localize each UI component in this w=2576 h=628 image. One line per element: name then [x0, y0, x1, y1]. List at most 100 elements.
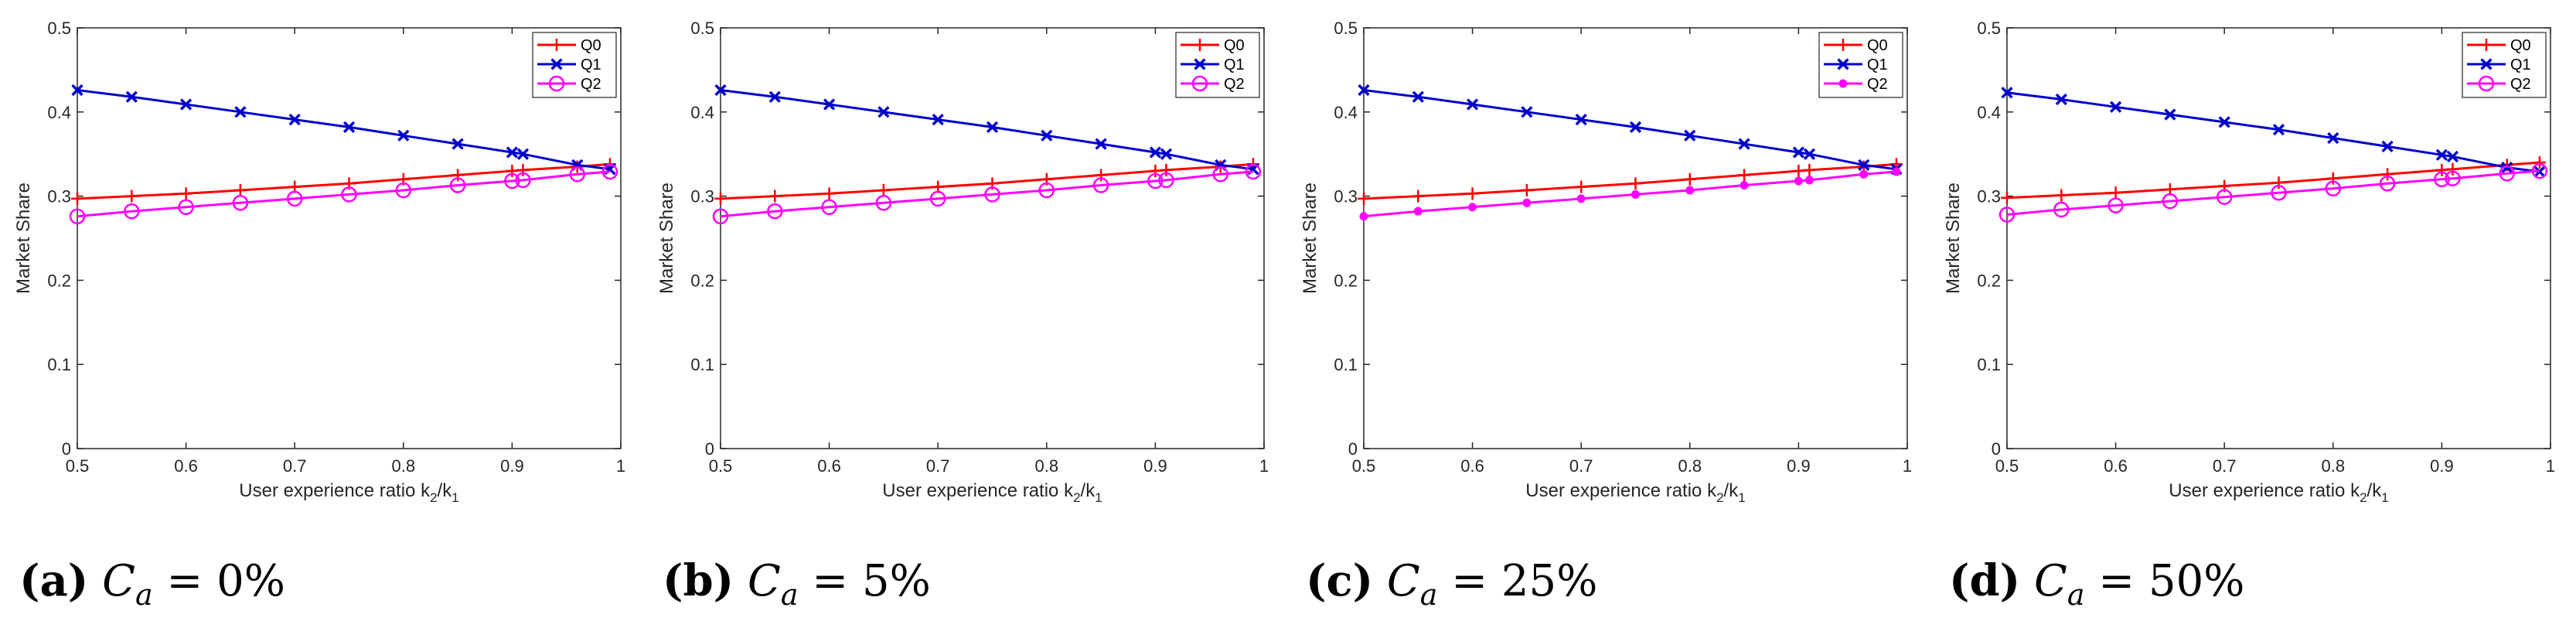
data-point-q1-b [1738, 138, 1750, 150]
data-point-q1-b [2381, 140, 2394, 153]
legend: Q0 Q1 Q2 [532, 32, 617, 98]
data-point-q2 [2434, 171, 2450, 188]
data-point-q2 [178, 199, 194, 215]
plot-area [77, 27, 622, 449]
data-point-q0 [1466, 187, 1479, 200]
data-point-q1 [2381, 140, 2394, 153]
y-tick-label: 0.5 [1977, 19, 2001, 38]
y-tick-label: 0.3 [47, 187, 71, 206]
data-point-q1-b [1466, 98, 1479, 111]
data-point-q1 [2446, 150, 2459, 163]
data-point-q0 [516, 163, 530, 176]
legend-marker-q1 [1194, 58, 1206, 70]
series-q1 [1358, 84, 1903, 176]
data-point-q1 [1575, 113, 1587, 126]
y-tick-label: 0 [1992, 439, 2001, 459]
series-line-q1 [2006, 91, 2540, 173]
legend-marker-q1-b [550, 58, 563, 70]
data-point-q1 [714, 84, 727, 97]
data-point-q1-b [2001, 87, 2013, 99]
data-point-q2 [232, 195, 249, 211]
y-tick-label: 0.5 [47, 19, 71, 38]
data-point-q1-b [2327, 131, 2339, 145]
series-line-q2 [2006, 169, 2540, 216]
y-tick-label: 0.1 [690, 355, 714, 374]
data-point-q1 [2001, 87, 2013, 99]
x-tick-label: 0.5 [709, 456, 733, 476]
y-tick-label: 0.2 [690, 271, 714, 290]
data-point-q1-b [932, 113, 944, 126]
series-line-q0 [2006, 161, 2540, 200]
data-point-q2 [1092, 177, 1109, 193]
data-point-q2 [286, 190, 303, 207]
x-tick-label: 0.7 [1569, 456, 1593, 476]
series-q0 [714, 158, 1259, 205]
data-point-q1 [179, 98, 193, 111]
data-point-q0 [451, 169, 465, 182]
data-point-q1-b [823, 98, 836, 111]
data-point-q1-b [714, 84, 727, 97]
x-tick-label: 0.7 [926, 456, 950, 476]
data-point-q2 [1158, 172, 1174, 189]
data-point-q2 [601, 163, 618, 180]
legend-label-q0: Q0 [1867, 37, 1888, 54]
x-tick-label: 0.8 [1035, 456, 1059, 476]
series-q0 [1358, 158, 1903, 205]
chart-panel-4: 0 0.1 0.2 0.3 0.4 0.5 0.5 0.6 0.7 0.8 0.9 1 User exp… [1943, 19, 2555, 612]
data-point-q1 [2164, 108, 2176, 121]
x-tick-label: 0.9 [500, 456, 524, 476]
data-point-q2 [124, 203, 140, 220]
legend-label-q0: Q0 [581, 37, 601, 54]
series-line-q0 [1363, 162, 1897, 200]
data-point-q1-b [234, 106, 247, 118]
x-tick-label: 0.9 [1787, 456, 1811, 476]
data-point-q0 [2272, 176, 2285, 189]
y-tick-label: 0 [1348, 439, 1358, 459]
data-point-q2 [2445, 170, 2461, 187]
data-point-q0 [2055, 189, 2068, 202]
data-point-q2 [1685, 186, 1695, 195]
panel-caption: (c) Ca = 25% [1306, 555, 1597, 612]
data-point-q1 [1095, 138, 1107, 150]
x-tick-label: 1 [1259, 456, 1269, 476]
legend-label-q2: Q2 [2510, 76, 2531, 93]
plot-area [2006, 27, 2551, 449]
data-point-q1-b [179, 98, 193, 111]
legend-marker-q2 [1838, 79, 1848, 88]
y-tick-label: 0.4 [690, 103, 714, 122]
data-point-q0 [823, 187, 836, 200]
data-point-q2 [1038, 182, 1055, 199]
data-point-q2 [69, 208, 86, 224]
data-point-q1 [451, 138, 464, 150]
data-point-q0 [2109, 186, 2122, 200]
data-point-q1-b [2272, 124, 2285, 136]
data-point-q0 [1792, 164, 1805, 177]
data-point-q0 [179, 187, 193, 200]
data-point-q1-b [506, 146, 519, 159]
data-point-q1 [506, 146, 519, 159]
data-point-q2 [2531, 162, 2548, 179]
data-point-q0 [125, 189, 138, 203]
y-tick-label: 0.2 [1334, 271, 1358, 290]
y-tick-label: 0.3 [1977, 187, 2001, 206]
y-axis-label: Market Share [1300, 183, 1320, 294]
data-point-q0 [1803, 163, 1816, 176]
data-point-q2 [1522, 198, 1532, 207]
data-point-q1 [1466, 98, 1479, 111]
data-point-q0 [2381, 168, 2394, 181]
data-point-q2 [504, 172, 520, 189]
x-tick-label: 0.9 [2430, 456, 2454, 476]
data-point-q1-b [451, 138, 464, 150]
legend-marker-q1 [550, 58, 563, 70]
data-point-q0 [1629, 177, 1642, 190]
data-point-q1 [342, 121, 356, 134]
legend-label-q2: Q2 [1224, 76, 1245, 93]
data-point-q2 [1359, 212, 1368, 221]
data-point-q0 [1412, 189, 1425, 203]
x-axis-label: User experience ratio k2/k1 [2169, 480, 2388, 505]
x-tick-label: 0.6 [817, 456, 841, 476]
data-point-q1 [1792, 146, 1805, 159]
x-tick-label: 0.8 [2322, 456, 2346, 476]
data-point-q1 [2501, 161, 2513, 174]
y-tick-label: 0.4 [1334, 103, 1358, 122]
